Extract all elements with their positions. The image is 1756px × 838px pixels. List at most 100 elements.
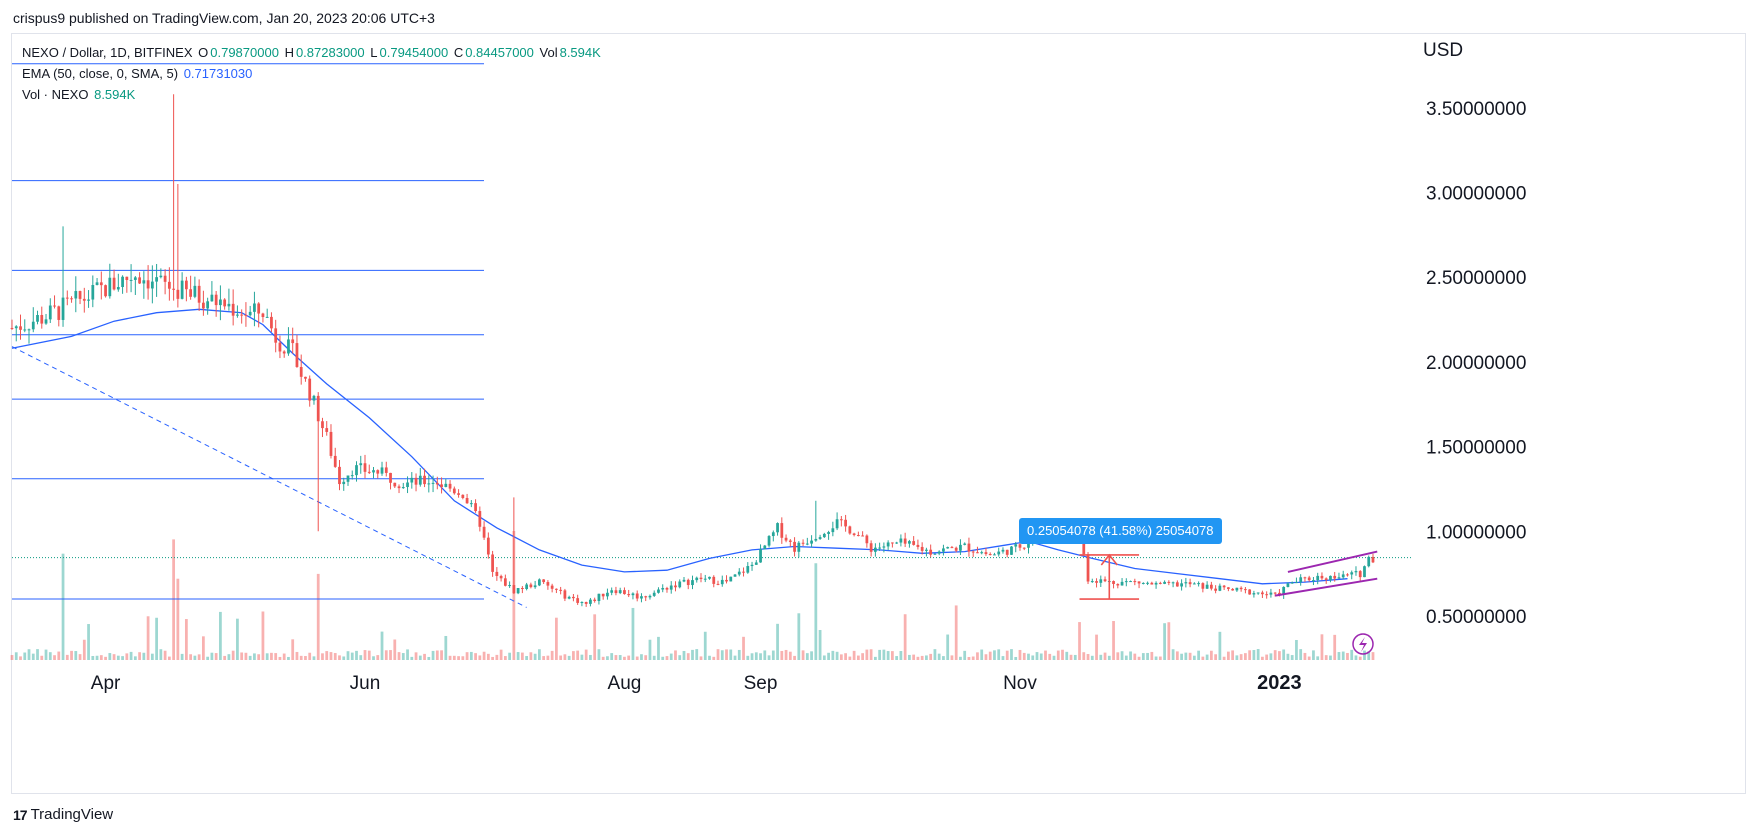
volume-bar [1329,655,1332,660]
price-axis: USD 3.50000000 3.00000000 2.50000000 2.00000… [1423,40,1526,628]
candle-body [856,535,860,537]
candle-body [359,463,363,466]
candle-body [1099,579,1103,583]
candle-body [1346,574,1349,576]
legend-h-value: 0.87283000 [295,45,365,60]
volume-bar [1099,654,1103,660]
candle-body [376,470,380,474]
volume-bar [333,653,337,660]
volume-bar [435,650,439,660]
volume-bar [227,654,231,660]
candle-body [665,587,669,590]
candle-body [478,511,482,527]
volume-bar [380,631,384,660]
volume-bar [942,656,945,660]
volume-bar [691,649,694,660]
volume-bar [1001,656,1005,660]
volume-bar [1082,652,1086,660]
volume-bar [121,656,124,660]
candle-body [1027,543,1030,548]
candle-body [810,540,813,544]
candle-body [270,316,273,329]
x-tick-label: 2023 [1257,672,1302,694]
legend-vol-label: Vol [539,45,558,60]
candle-body [980,552,984,554]
candle-body [1086,554,1090,582]
candle-body [116,287,120,290]
volume-bar [406,649,409,660]
candle-body [401,487,405,489]
legend-vol-value: 8.594K [559,45,601,60]
candle-body [82,298,86,301]
legend-l-label: L [370,45,378,60]
channel-lower [1275,577,1378,597]
volume-bar [618,655,622,660]
candle-body [937,551,941,554]
candle-body [703,578,707,580]
legend-c-value: 0.84457000 [465,45,534,60]
volume-bar [1239,654,1243,660]
volume-bar [899,651,903,660]
volume-bar [669,653,673,660]
footer-brand: TradingView [30,806,114,823]
volume-bar [589,654,592,660]
candle-body [742,571,745,573]
volume-bar [87,624,90,660]
candle-body [363,463,367,472]
volume-bar [1307,656,1311,660]
volume-bar [172,539,175,660]
candle-body [1137,581,1141,584]
volume-bar [176,578,180,660]
candle-body [427,483,431,485]
candle-body [48,305,52,320]
volume-bar [1188,652,1192,660]
volume-bar [329,652,333,660]
candle-body [70,298,73,300]
candle-body [95,282,99,286]
candle-body [563,590,567,599]
candle-body [431,482,435,484]
volume-bar [53,655,56,660]
candle-body [367,471,371,473]
candle-body [801,542,805,544]
candle-body [1209,584,1213,589]
candle-body [486,537,490,555]
candle-body [610,590,614,593]
volume-bar [474,653,477,660]
volume-bar [1048,653,1052,660]
candle-body [776,523,779,533]
candle-body [53,305,56,307]
candle-body [550,585,554,589]
candle-body [640,596,643,599]
candle-body [350,475,354,477]
volume-bar [695,649,699,660]
volume-bar [210,652,214,660]
volume-bar [282,653,286,660]
volume-bar [903,614,907,660]
volume-bar [920,655,924,660]
volume-bar [993,650,996,660]
candle-body [261,313,265,318]
volume-bar [1044,650,1047,660]
candle-body [508,585,511,587]
x-tick-label: Nov [1003,673,1037,694]
volume-bar [376,655,380,660]
volume-bar [1065,651,1069,660]
volume-bar [138,652,141,660]
volume-bar [410,656,414,660]
volume-bar [801,650,805,660]
candle-body [971,551,975,553]
candle-body [491,554,494,572]
volume-bar [219,611,222,660]
volume-bar [950,655,954,660]
volume-bar [418,655,422,660]
candle-body [1167,581,1171,583]
volume-bar [91,655,95,660]
volume-bar [1209,650,1213,660]
candle-body [78,291,82,299]
volume-bar [253,653,256,660]
candle-body [899,538,903,543]
x-tick-label: Jun [350,673,381,694]
volume-bar [248,655,252,660]
